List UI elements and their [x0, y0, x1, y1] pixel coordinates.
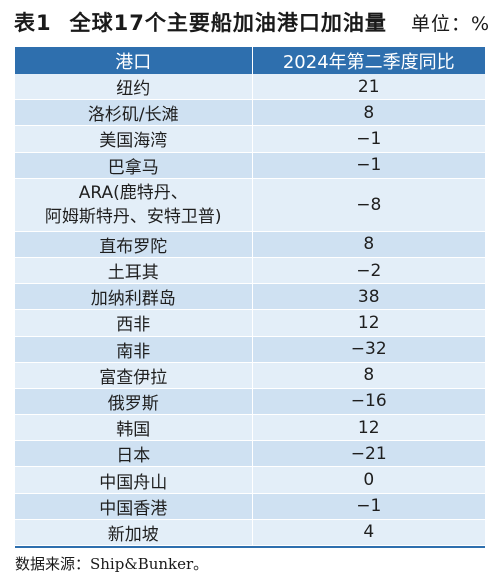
port-cell: 土耳其 [15, 257, 253, 285]
unit-label: 单位：% [410, 12, 490, 35]
yoy-value-cell: 21 [252, 74, 485, 101]
port-cell: 西非 [15, 309, 253, 337]
port-cell: 洛杉矶/长滩 [15, 99, 253, 127]
table-body: 纽约 21 洛杉矶/长滩 8 美国海湾 −1 巴拿马 −1 ARA(鹿特丹、 阿姆斯特丹、安特卫… [15, 74, 485, 547]
yoy-value-cell: 12 [252, 414, 485, 442]
yoy-value-cell: 8 [252, 99, 485, 127]
table-row: 西非 12 [15, 309, 485, 337]
yoy-value-cell: −1 [252, 125, 485, 153]
yoy-value-cell: −1 [252, 493, 485, 520]
port-cell: 中国舟山 [15, 466, 253, 494]
port-cell: 韩国 [15, 414, 253, 442]
table-row: 土耳其 −2 [15, 257, 485, 285]
port-cell: 俄罗斯 [15, 388, 253, 416]
port-cell: 日本 [15, 440, 253, 468]
table-title: 全球17个主要船加油港口加油量 [69, 11, 387, 35]
yoy-value-cell: 8 [252, 231, 485, 258]
caption-left: 表1 全球17个主要船加油港口加油量 [14, 7, 387, 37]
yoy-value-cell: 8 [252, 362, 485, 389]
yoy-value-cell: −16 [252, 388, 485, 416]
port-cell: 直布罗陀 [15, 231, 253, 258]
port-cell: 富查伊拉 [15, 362, 253, 389]
table-caption: 表1 全球17个主要船加油港口加油量 单位：% [0, 0, 500, 44]
table-row: 加纳利群岛 38 [15, 283, 485, 311]
table-row: 纽约 21 [15, 74, 485, 101]
header-row: 港口 2024年第二季度同比 [15, 47, 485, 74]
port-cell: 美国海湾 [15, 125, 253, 153]
yoy-value-cell: 38 [252, 283, 485, 311]
table-row: 洛杉矶/长滩 8 [15, 99, 485, 127]
port-cell: 中国香港 [15, 493, 253, 520]
yoy-value-cell: −2 [252, 257, 485, 285]
table-row: 富查伊拉 8 [15, 362, 485, 389]
table-row: 日本 −21 [15, 440, 485, 468]
bunker-volume-table: 港口 2024年第二季度同比 纽约 21 洛杉矶/长滩 8 美国海湾 −1 巴拿马 −1 ARA… [15, 47, 485, 547]
source-note: 数据来源：Ship&Bunker。 [15, 555, 209, 573]
port-cell: 巴拿马 [15, 152, 253, 179]
yoy-value-cell: −21 [252, 440, 485, 468]
port-cell: 南非 [15, 336, 253, 363]
yoy-value-cell: 12 [252, 309, 485, 337]
data-table-container: 港口 2024年第二季度同比 纽约 21 洛杉矶/长滩 8 美国海湾 −1 巴拿马 −1 ARA… [15, 47, 485, 548]
yoy-value-cell: −8 [252, 178, 485, 232]
yoy-value-cell: −32 [252, 336, 485, 363]
port-cell: 加纳利群岛 [15, 283, 253, 311]
table-number: 表1 [14, 11, 52, 35]
header-yoy: 2024年第二季度同比 [252, 47, 485, 74]
table-header: 港口 2024年第二季度同比 [15, 47, 485, 74]
table-row: 南非 −32 [15, 336, 485, 363]
yoy-value-cell: 0 [252, 466, 485, 494]
table-row: 中国香港 −1 [15, 493, 485, 520]
table-row: 中国舟山 0 [15, 466, 485, 494]
table-row: 巴拿马 −1 [15, 152, 485, 179]
table-bottom-rule [15, 546, 485, 548]
port-cell: 纽约 [15, 74, 253, 101]
table-row: 新加坡 4 [15, 519, 485, 547]
yoy-value-cell: −1 [252, 152, 485, 179]
yoy-value-cell: 4 [252, 519, 485, 547]
table-row: ARA(鹿特丹、 阿姆斯特丹、安特卫普) −8 [15, 178, 485, 232]
table-row: 直布罗陀 8 [15, 231, 485, 258]
header-port: 港口 [15, 47, 253, 74]
port-cell: ARA(鹿特丹、 阿姆斯特丹、安特卫普) [15, 178, 253, 232]
table-row: 美国海湾 −1 [15, 125, 485, 153]
table-row: 俄罗斯 −16 [15, 388, 485, 416]
table-row: 韩国 12 [15, 414, 485, 442]
port-cell: 新加坡 [15, 519, 253, 547]
